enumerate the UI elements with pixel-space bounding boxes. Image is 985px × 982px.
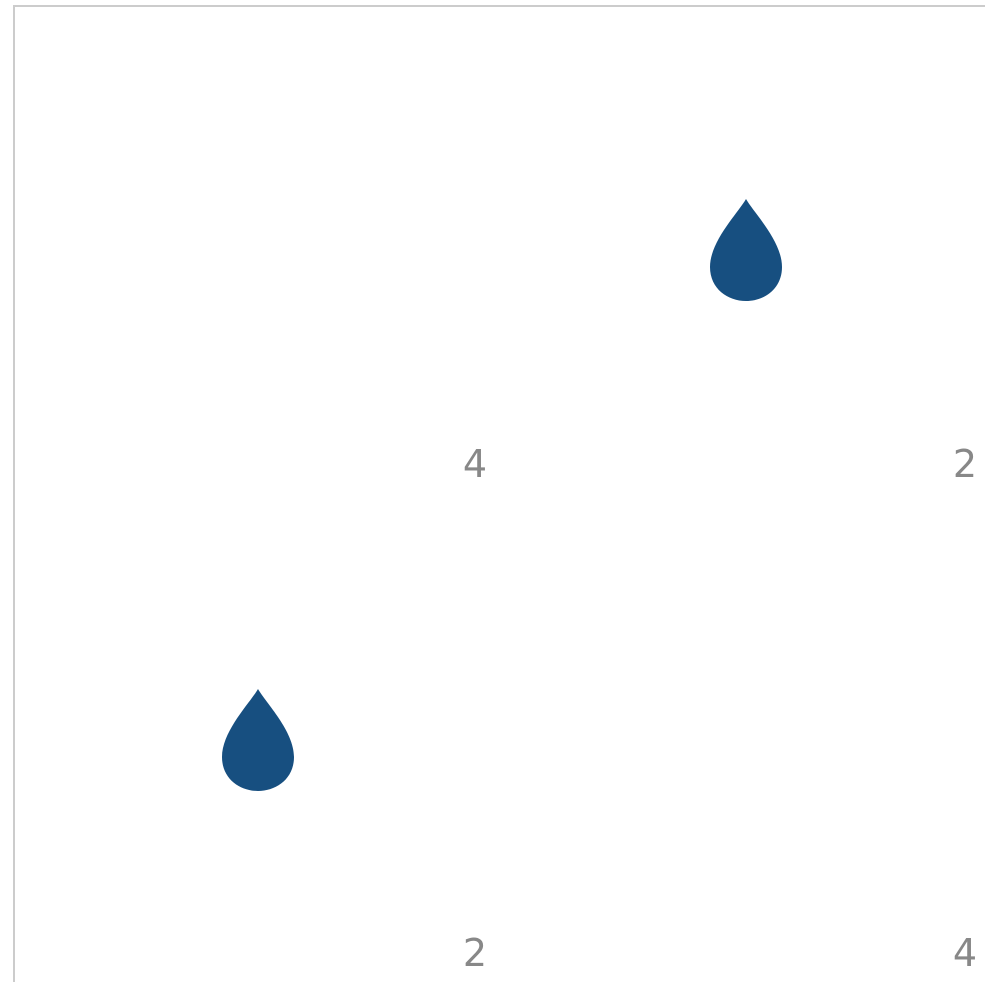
cell-count: 4 — [462, 442, 487, 486]
cell-count: 2 — [952, 442, 977, 486]
cell-count: 2 — [462, 931, 487, 975]
board-cell-2[interactable]: 2 — [503, 5, 985, 495]
board-cell-4[interactable]: 4 — [503, 493, 985, 982]
board-cell-1[interactable]: 4 — [13, 5, 505, 495]
water-drop-icon — [222, 689, 294, 791]
cell-count: 4 — [952, 931, 977, 975]
board-cell-3[interactable]: 2 — [13, 493, 505, 982]
water-drop-icon — [710, 199, 782, 301]
